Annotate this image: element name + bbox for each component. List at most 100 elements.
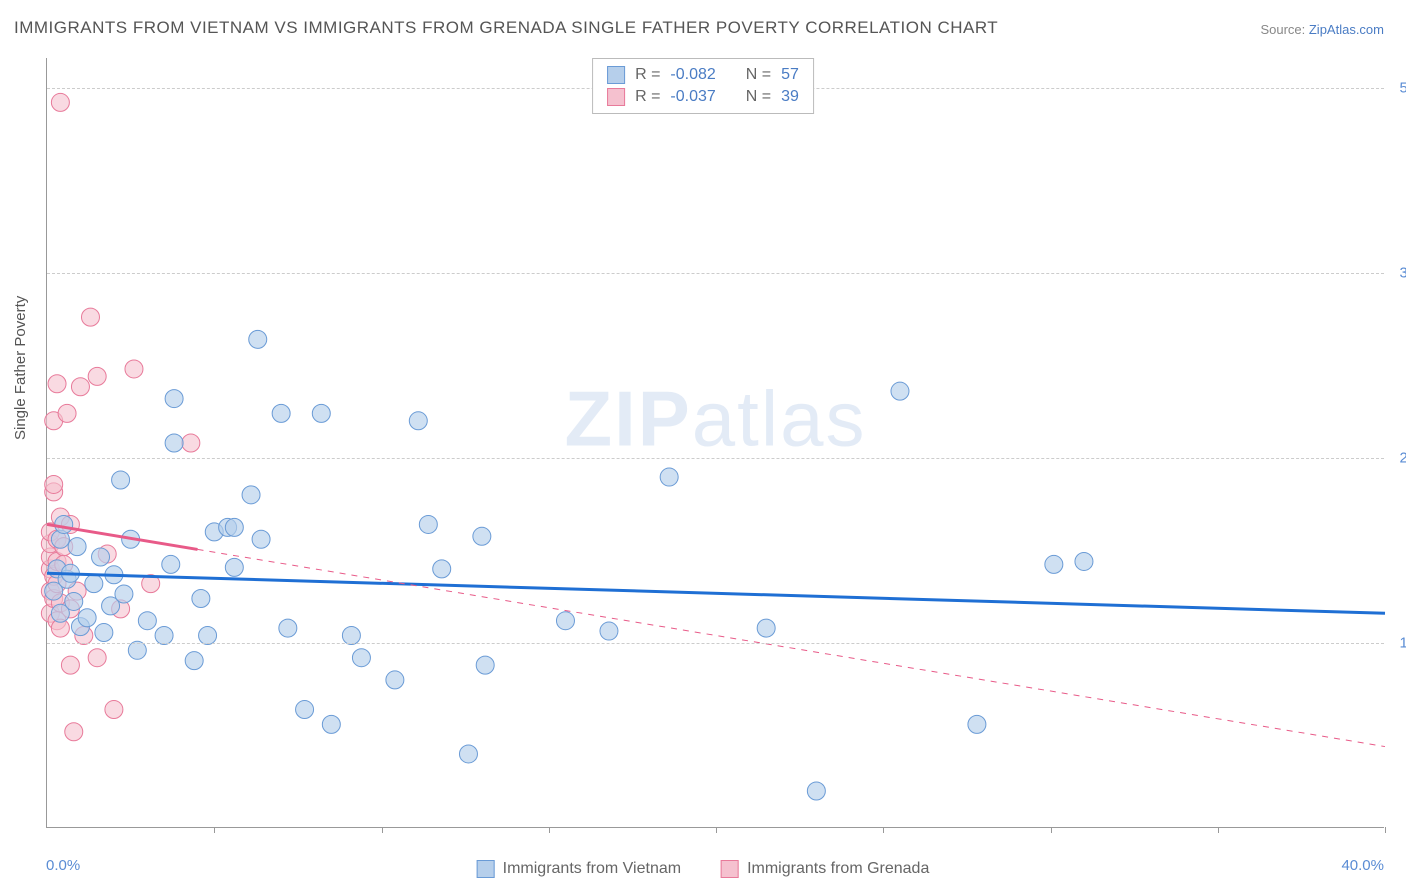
data-point — [155, 627, 173, 645]
source-label: Source: — [1260, 22, 1308, 37]
data-point — [165, 434, 183, 452]
data-point — [1075, 552, 1093, 570]
stats-legend-box: R =-0.082N =57R =-0.037N =39 — [592, 58, 814, 114]
source-link[interactable]: ZipAtlas.com — [1309, 22, 1384, 37]
data-point — [968, 715, 986, 733]
chart-title: IMMIGRANTS FROM VIETNAM VS IMMIGRANTS FR… — [14, 18, 998, 38]
y-axis-label: Single Father Poverty — [12, 296, 29, 440]
data-point — [242, 486, 260, 504]
data-point — [279, 619, 297, 637]
data-point — [556, 612, 574, 630]
data-point — [182, 434, 200, 452]
data-point — [249, 330, 267, 348]
data-point — [192, 589, 210, 607]
data-point — [88, 367, 106, 385]
data-point — [660, 468, 678, 486]
source-attribution: Source: ZipAtlas.com — [1260, 22, 1384, 37]
n-label: N = — [746, 66, 771, 84]
data-point — [71, 378, 89, 396]
legend-item: Immigrants from Vietnam — [477, 860, 681, 878]
x-axis-min-label: 0.0% — [46, 857, 80, 874]
data-point — [125, 360, 143, 378]
data-point — [105, 701, 123, 719]
gridline-h — [47, 643, 1384, 644]
r-value: -0.082 — [670, 66, 715, 84]
x-tick-mark — [214, 827, 215, 833]
data-point — [95, 624, 113, 642]
n-label: N = — [746, 88, 771, 106]
data-point — [58, 404, 76, 422]
data-point — [272, 404, 290, 422]
data-point — [65, 592, 83, 610]
x-tick-mark — [883, 827, 884, 833]
data-point — [115, 585, 133, 603]
data-point — [65, 723, 83, 741]
data-point — [68, 538, 86, 556]
data-point — [165, 390, 183, 408]
trendline-dashed — [198, 549, 1385, 746]
stats-row: R =-0.037N =39 — [607, 86, 799, 108]
x-tick-mark — [716, 827, 717, 833]
data-point — [92, 548, 110, 566]
data-point — [459, 745, 477, 763]
y-tick-label: 12.5% — [1392, 634, 1406, 651]
data-point — [185, 652, 203, 670]
data-point — [342, 627, 360, 645]
y-tick-label: 25.0% — [1392, 449, 1406, 466]
data-point — [112, 471, 130, 489]
x-tick-mark — [382, 827, 383, 833]
data-point — [225, 558, 243, 576]
x-tick-mark — [1385, 827, 1386, 833]
data-point — [891, 382, 909, 400]
r-label: R = — [635, 66, 660, 84]
r-label: R = — [635, 88, 660, 106]
data-point — [757, 619, 775, 637]
plot-area: ZIPatlas 12.5%25.0%37.5%50.0% — [46, 58, 1384, 828]
gridline-h — [47, 273, 1384, 274]
data-point — [225, 518, 243, 536]
data-point — [419, 515, 437, 533]
legend-label: Immigrants from Vietnam — [503, 860, 681, 878]
data-point — [45, 475, 63, 493]
data-point — [252, 530, 270, 548]
data-point — [312, 404, 330, 422]
x-tick-mark — [1218, 827, 1219, 833]
data-point — [55, 515, 73, 533]
data-point — [296, 701, 314, 719]
legend-item: Immigrants from Grenada — [721, 860, 929, 878]
data-point — [600, 622, 618, 640]
gridline-h — [47, 458, 1384, 459]
legend-swatch — [721, 860, 739, 878]
data-point — [433, 560, 451, 578]
data-point — [61, 656, 79, 674]
data-point — [88, 649, 106, 667]
data-point — [138, 612, 156, 630]
trendline-solid — [47, 573, 1385, 613]
data-point — [1045, 555, 1063, 573]
data-point — [352, 649, 370, 667]
data-point — [386, 671, 404, 689]
x-tick-mark — [1051, 827, 1052, 833]
data-point — [162, 555, 180, 573]
data-point — [128, 641, 146, 659]
data-point — [81, 308, 99, 326]
data-point — [51, 93, 69, 111]
data-point — [48, 375, 66, 393]
legend-swatch — [607, 66, 625, 84]
bottom-legend: Immigrants from Vietnam Immigrants from G… — [477, 860, 930, 878]
data-point — [476, 656, 494, 674]
x-axis-max-label: 40.0% — [1341, 857, 1384, 874]
y-tick-label: 50.0% — [1392, 79, 1406, 96]
legend-label: Immigrants from Grenada — [747, 860, 929, 878]
data-point — [78, 609, 96, 627]
n-value: 57 — [781, 66, 799, 84]
stats-row: R = -0.082 N = 57 — [607, 64, 799, 86]
legend-swatch — [607, 88, 625, 106]
y-tick-label: 37.5% — [1392, 264, 1406, 281]
legend-swatch — [477, 860, 495, 878]
data-point — [473, 527, 491, 545]
data-point — [807, 782, 825, 800]
data-point — [409, 412, 427, 430]
plot-svg — [47, 58, 1384, 827]
n-value: 39 — [781, 88, 799, 106]
